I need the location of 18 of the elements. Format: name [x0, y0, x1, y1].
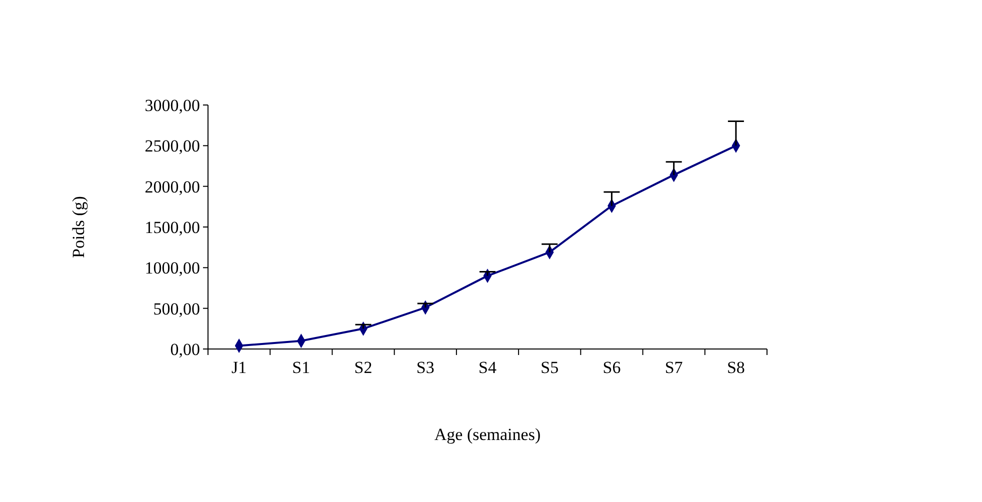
x-tick-label: S8	[726, 358, 745, 377]
x-tick-label: S1	[292, 358, 310, 377]
x-tick-label: J1	[231, 358, 247, 377]
y-axis-title: Poids (g)	[69, 196, 88, 258]
x-tick-label: S5	[540, 358, 559, 377]
y-tick-label: 2000,00	[144, 177, 200, 196]
x-tick-label: S6	[602, 358, 621, 377]
x-tick-label: S4	[478, 358, 497, 377]
x-tick-label: S3	[416, 358, 434, 377]
x-tick-label: S7	[664, 358, 684, 377]
y-tick-label: 1500,00	[144, 218, 200, 237]
x-axis-title: Age (semaines)	[434, 425, 541, 444]
y-tick-label: 0,00	[170, 340, 200, 359]
y-tick-label: 2500,00	[144, 136, 200, 156]
y-tick-label: 500,00	[153, 299, 200, 318]
y-tick-label: 3000,00	[144, 96, 200, 115]
x-tick-label: S2	[354, 358, 372, 377]
y-tick-label: 1000,00	[144, 258, 200, 278]
